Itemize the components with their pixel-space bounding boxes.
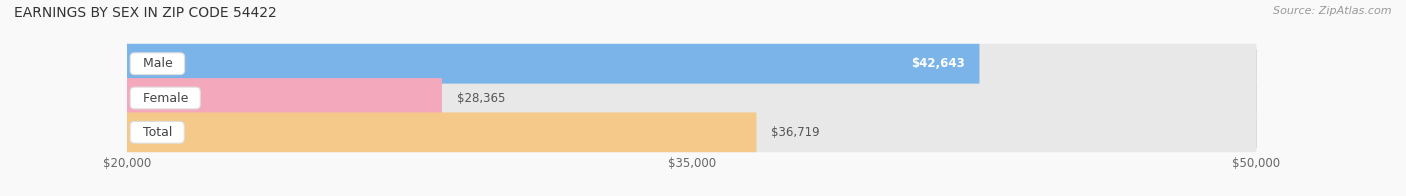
- FancyBboxPatch shape: [127, 78, 1257, 118]
- Text: Female: Female: [135, 92, 195, 104]
- Text: Total: Total: [135, 126, 180, 139]
- FancyBboxPatch shape: [127, 113, 756, 152]
- FancyBboxPatch shape: [127, 44, 980, 84]
- Text: $42,643: $42,643: [911, 57, 965, 70]
- FancyBboxPatch shape: [127, 78, 441, 118]
- Text: Male: Male: [135, 57, 180, 70]
- Text: $28,365: $28,365: [457, 92, 505, 104]
- FancyBboxPatch shape: [127, 44, 1257, 84]
- Text: Source: ZipAtlas.com: Source: ZipAtlas.com: [1274, 6, 1392, 16]
- FancyBboxPatch shape: [127, 113, 1257, 152]
- Text: $36,719: $36,719: [772, 126, 820, 139]
- Text: EARNINGS BY SEX IN ZIP CODE 54422: EARNINGS BY SEX IN ZIP CODE 54422: [14, 6, 277, 20]
